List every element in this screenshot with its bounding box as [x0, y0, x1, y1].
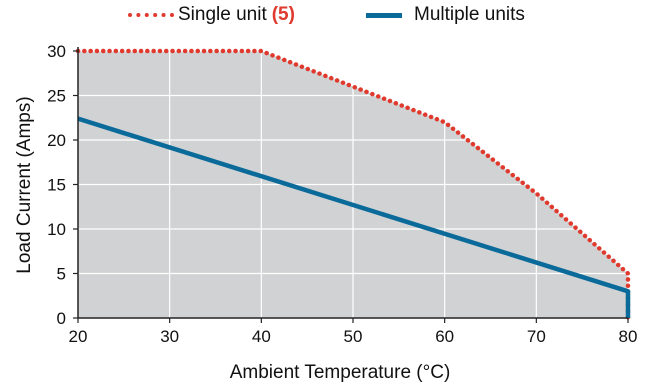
x-tick-label: 20 [69, 327, 88, 346]
y-tick-label: 10 [47, 220, 66, 239]
y-tick-label: 30 [47, 42, 66, 61]
chart-legend: Single unit (5) Multiple units [0, 4, 654, 30]
series-line-multiple-units [77, 116, 631, 318]
y-tick-label: 15 [47, 176, 66, 195]
y-tick-label: 20 [47, 131, 66, 150]
legend-label-multiple-units: Multiple units [414, 4, 525, 25]
series-line-single-unit [75, 48, 631, 321]
x-tick-label: 30 [160, 327, 179, 346]
legend-swatch-multiple-units [366, 12, 402, 18]
x-axis-title: Ambient Temperature (°C) [230, 362, 451, 383]
x-tick-label: 80 [619, 327, 638, 346]
x-tick-label: 50 [344, 327, 363, 346]
y-tick-label: 5 [57, 265, 66, 284]
x-tick-label: 40 [252, 327, 271, 346]
y-tick-label: 25 [47, 87, 66, 106]
legend-swatch-single-unit [128, 13, 174, 17]
series-layer [75, 48, 631, 321]
x-tick-label: 70 [527, 327, 546, 346]
legend-item-single-unit: Single unit (5) [128, 4, 295, 26]
y-tick-label: 0 [57, 309, 66, 328]
axis-layer: 20 30 40 50 60 70 80 0 5 10 15 20 25 30 [47, 42, 637, 346]
legend-label-single-unit: Single unit [178, 4, 267, 25]
x-tick-label: 60 [435, 327, 454, 346]
legend-item-multiple-units: Multiple units [366, 4, 525, 26]
legend-note-single-unit: (5) [271, 4, 295, 25]
y-axis-title: Load Current (Amps) [14, 96, 35, 273]
